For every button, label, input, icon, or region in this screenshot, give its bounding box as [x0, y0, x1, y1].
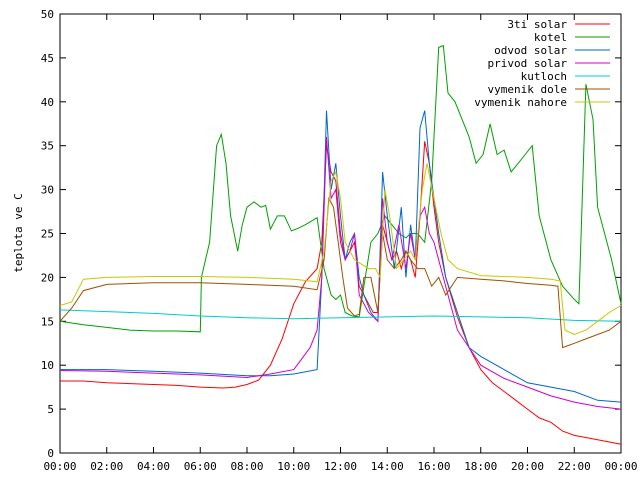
series-line-3ti-solar — [60, 141, 622, 445]
y-axis-label: teplota ve C — [12, 193, 25, 272]
y-tick-label: 15 — [41, 315, 54, 328]
y-tick-label: 25 — [41, 228, 54, 241]
x-axis: 00:00 02:00 04:00 06:00 08:00 10:00 12:00 14:00… — [43, 14, 638, 473]
x-tick-label: 00:00 — [43, 460, 76, 473]
legend-label-vymenik-dole: vymenik dole — [488, 83, 567, 96]
x-tick-label: 16:00 — [417, 460, 450, 473]
legend-label-odvod-solar: odvod solar — [494, 44, 567, 57]
x-tick-label: 22:00 — [558, 460, 591, 473]
x-tick-label: 00:00 — [604, 460, 637, 473]
series-line-vymenik-dole — [59, 196, 622, 349]
y-tick-label: 30 — [41, 184, 54, 197]
legend-label-3ti-solar: 3ti solar — [507, 18, 567, 31]
series-line-kotel — [59, 44, 622, 333]
y-tick-label: 50 — [41, 8, 54, 21]
x-tick-label: 10:00 — [277, 460, 310, 473]
series-line-privod-solar — [59, 136, 622, 410]
y-axis: 0 5 10 15 20 25 30 35 40 45 50 — [41, 8, 621, 460]
legend-label-kotel: kotel — [534, 31, 567, 44]
series-line-vymenik-nahore — [59, 163, 622, 336]
y-tick-label: 0 — [47, 447, 54, 460]
x-tick-label: 20:00 — [511, 460, 544, 473]
x-tick-label: 18:00 — [464, 460, 497, 473]
series-layer — [59, 44, 622, 445]
x-tick-label: 12:00 — [324, 460, 357, 473]
y-tick-label: 40 — [41, 96, 54, 109]
x-tick-label: 02:00 — [90, 460, 123, 473]
y-tick-label: 10 — [41, 359, 54, 372]
y-tick-label: 20 — [41, 271, 54, 284]
y-tick-label: 5 — [47, 403, 54, 416]
series-line-kutloch — [59, 309, 622, 322]
y-tick-label: 45 — [41, 52, 54, 65]
legend-label-privod-solar: privod solar — [488, 57, 568, 70]
legend-label-vymenik-nahore: vymenik nahore — [474, 96, 567, 109]
x-tick-label: 14:00 — [371, 460, 404, 473]
legend-label-kutloch: kutloch — [521, 70, 567, 83]
x-tick-label: 06:00 — [184, 460, 217, 473]
x-tick-label: 04:00 — [137, 460, 170, 473]
y-tick-label: 35 — [41, 140, 54, 153]
x-tick-label: 08:00 — [230, 460, 263, 473]
